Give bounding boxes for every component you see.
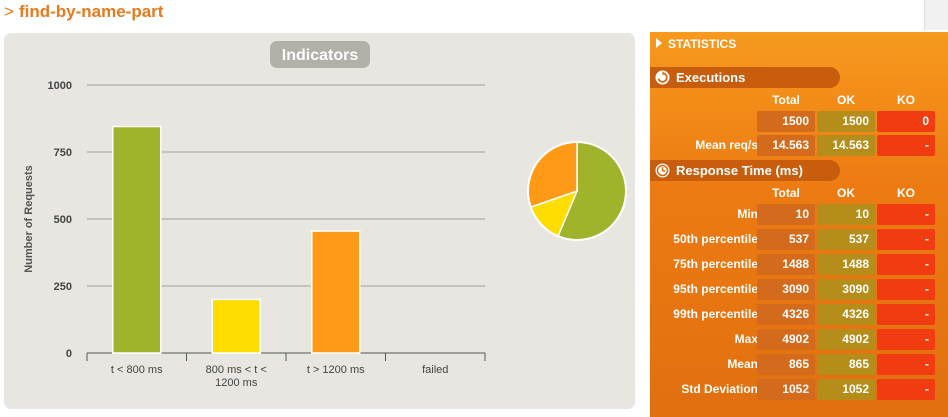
x-tick-label: 1200 ms	[215, 377, 258, 389]
statistics-panel: STATISTICS Executions Response Time (ms)…	[650, 32, 948, 417]
y-tick-label: 1000	[48, 80, 72, 92]
row-label: Std Deviation	[681, 382, 758, 396]
cell-ok: 10	[817, 204, 875, 225]
executions-section-header: Executions	[650, 67, 840, 88]
chart-title: Indicators	[282, 47, 359, 64]
cell-total: 865	[757, 354, 815, 375]
page-title-text: find-by-name-part	[18, 2, 164, 21]
y-axis-label: Number of Requests	[23, 165, 35, 273]
refresh-icon	[655, 70, 670, 85]
cell-ko: -	[877, 254, 935, 275]
row-label: 99th percentile	[673, 307, 758, 321]
bar	[311, 230, 361, 354]
cell-ok: 14.563	[817, 135, 875, 156]
cell-total: 1052	[757, 379, 815, 400]
cell-ko: -	[877, 229, 935, 250]
clock-icon	[655, 163, 670, 178]
cell-ok: 4902	[817, 329, 875, 350]
statistics-header-label: STATISTICS	[668, 37, 737, 51]
x-tick-label: t > 1200 ms	[307, 364, 365, 376]
cell-ok: 537	[817, 229, 875, 250]
row-label: 50th percentile	[673, 232, 758, 246]
indicators-chart-panel: Indicators 0 250 500 750 1000 Number of Reques…	[4, 33, 635, 409]
column-header-total: Total	[772, 93, 800, 107]
y-tick-label: 250	[54, 281, 72, 293]
row-label: Mean	[727, 357, 758, 371]
row-label: Max	[734, 332, 758, 346]
row-label: Min	[737, 207, 758, 221]
x-tick-label: 800 ms < t <	[206, 364, 267, 376]
cell-ok: 1488	[817, 254, 875, 275]
row-label: Mean req/s	[695, 138, 758, 152]
bar	[211, 298, 261, 354]
row-label: 95th percentile	[673, 282, 758, 296]
cell-ko: -	[877, 354, 935, 375]
indicators-chart: Indicators 0 250 500 750 1000 Number of Reques…	[23, 41, 627, 389]
cell-ko: -	[877, 135, 935, 156]
cell-ko: -	[877, 329, 935, 350]
pie-outline	[527, 141, 627, 241]
cell-ko: 0	[877, 111, 935, 132]
response-time-section-header: Response Time (ms)	[650, 160, 840, 181]
column-header-total: Total	[772, 186, 800, 200]
page-title: > find-by-name-part	[4, 2, 163, 22]
x-tick-label: failed	[422, 364, 448, 376]
cell-total: 10	[757, 204, 815, 225]
cell-total: 1500	[757, 111, 815, 132]
column-header-ok: OK	[837, 186, 855, 200]
cell-ok: 1500	[817, 111, 875, 132]
y-tick-label: 0	[66, 348, 72, 360]
x-tick-label: t < 800 ms	[111, 364, 163, 376]
column-header-ko: KO	[897, 93, 915, 107]
column-header-ko: KO	[897, 186, 915, 200]
cell-ko: -	[877, 204, 935, 225]
cell-ok: 865	[817, 354, 875, 375]
cell-ko: -	[877, 379, 935, 400]
y-tick-label: 500	[54, 214, 72, 226]
column-header-ok: OK	[837, 93, 855, 107]
chart-title-background	[270, 41, 370, 68]
expand-triangle-icon	[656, 38, 662, 48]
vertical-scrollbar[interactable]	[924, 0, 948, 30]
cell-total: 537	[757, 229, 815, 250]
cell-total: 4326	[757, 304, 815, 325]
cell-ok: 3090	[817, 279, 875, 300]
cell-ok: 4326	[817, 304, 875, 325]
executions-title: Executions	[676, 70, 746, 85]
title-prefix: >	[4, 2, 14, 21]
cell-ko: -	[877, 279, 935, 300]
row-label: 75th percentile	[673, 257, 758, 271]
cell-total: 3090	[757, 279, 815, 300]
bar	[112, 125, 162, 354]
cell-total: 14.563	[757, 135, 815, 156]
statistics-header[interactable]: STATISTICS	[656, 37, 736, 51]
response-time-title: Response Time (ms)	[676, 163, 803, 178]
cell-total: 4902	[757, 329, 815, 350]
cell-ko: -	[877, 304, 935, 325]
cell-total: 1488	[757, 254, 815, 275]
y-tick-label: 750	[54, 147, 72, 159]
cell-ok: 1052	[817, 379, 875, 400]
